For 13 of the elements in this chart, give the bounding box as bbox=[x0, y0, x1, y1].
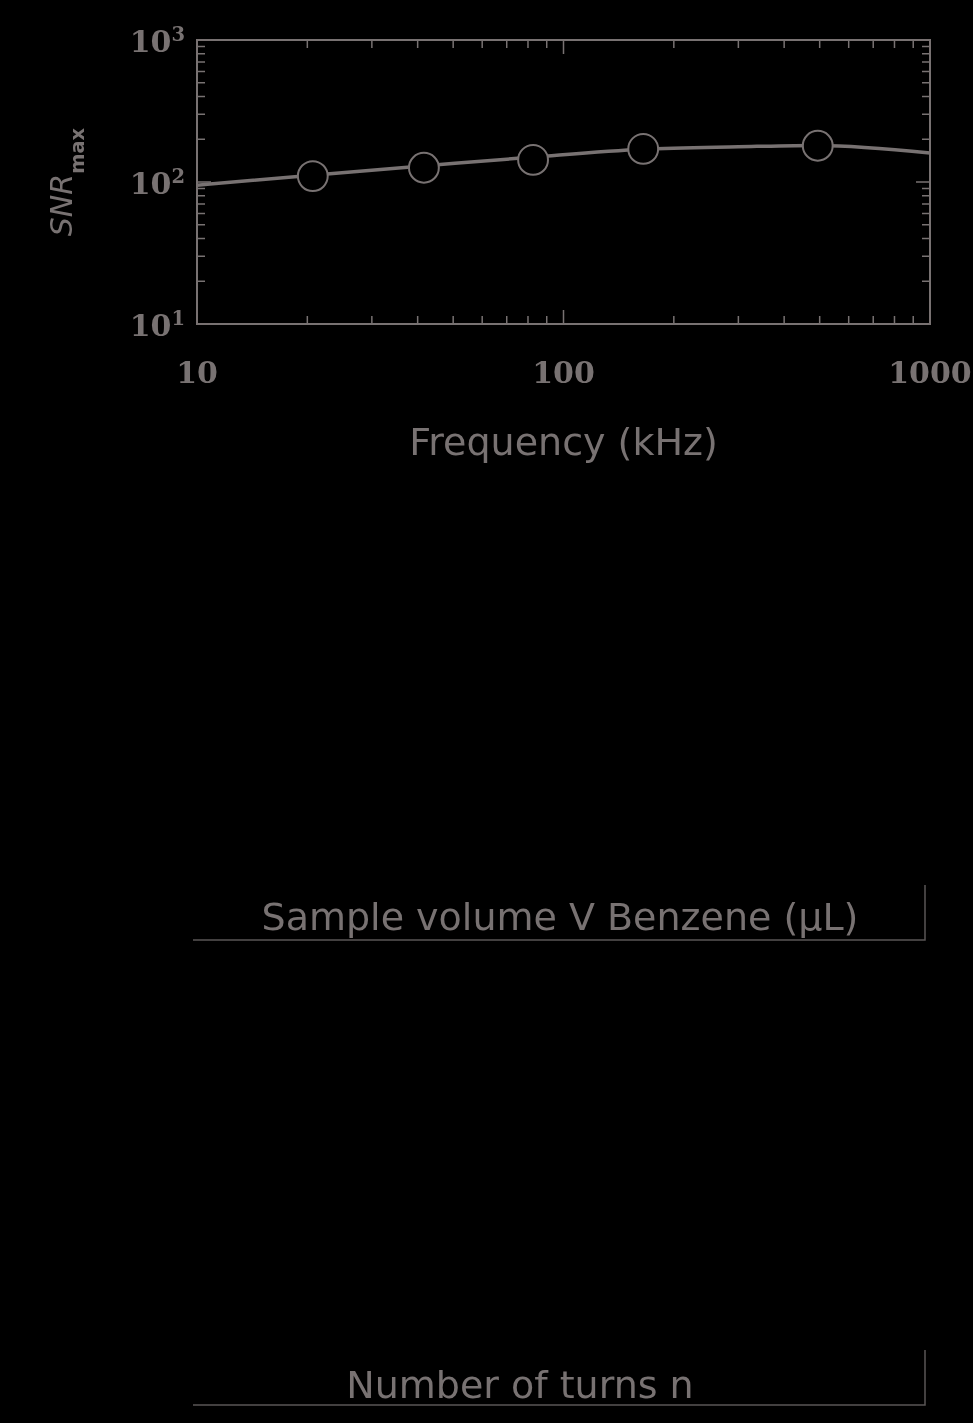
text: Number of turns n bbox=[346, 1363, 694, 1407]
y-tick-label: 10$^{2}$ bbox=[129, 164, 185, 201]
point bbox=[407, 151, 440, 184]
y-tick-label: 10$^{1}$ bbox=[129, 306, 185, 343]
x-tick-label: 1000 bbox=[888, 355, 972, 390]
text: Sample volume V Benzene (μL) bbox=[261, 895, 859, 939]
y-tick-label: 10$^{3}$ bbox=[129, 22, 185, 59]
x-tick-label: 100 bbox=[532, 355, 595, 390]
point bbox=[517, 144, 549, 176]
x-tick-label: 10 bbox=[176, 355, 218, 390]
x-axis-title: Frequency (kHz) bbox=[409, 420, 718, 464]
point bbox=[627, 133, 660, 165]
point bbox=[296, 160, 329, 193]
